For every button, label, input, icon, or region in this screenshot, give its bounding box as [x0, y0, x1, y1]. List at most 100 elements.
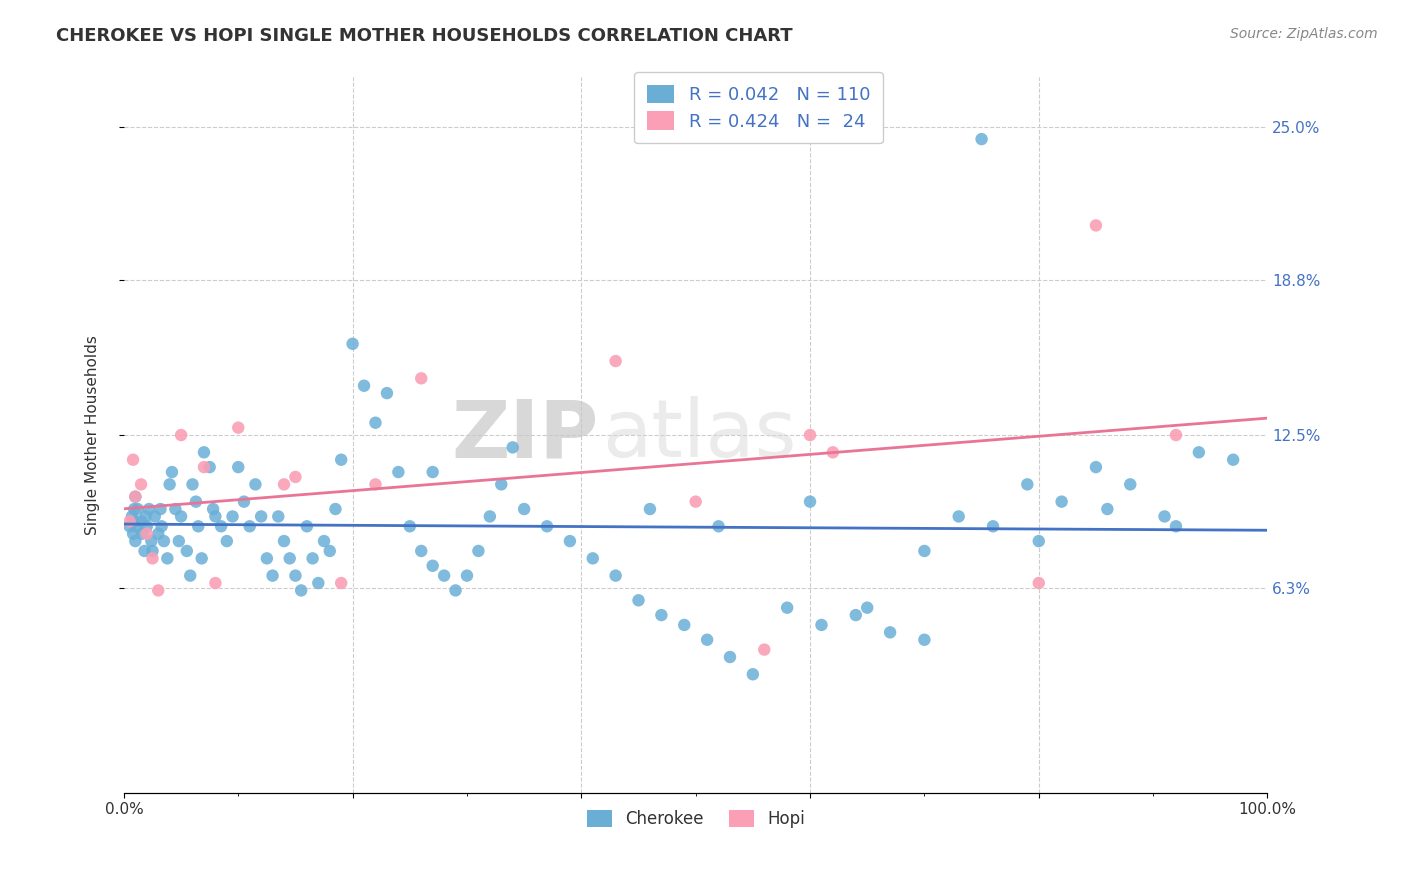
- Point: [284, 470, 307, 484]
- Point: [696, 632, 718, 647]
- Point: [776, 600, 799, 615]
- Point: [141, 551, 163, 566]
- Point: [273, 477, 295, 491]
- Point: [121, 509, 143, 524]
- Point: [1050, 494, 1073, 508]
- Point: [605, 568, 627, 582]
- Point: [148, 526, 170, 541]
- Point: [741, 667, 763, 681]
- Point: [176, 544, 198, 558]
- Point: [226, 420, 249, 434]
- Point: [148, 583, 170, 598]
- Point: [478, 509, 501, 524]
- Point: [1084, 460, 1107, 475]
- Point: [398, 519, 420, 533]
- Point: [233, 494, 256, 508]
- Text: ZIP: ZIP: [451, 396, 599, 474]
- Point: [193, 445, 215, 459]
- Point: [209, 519, 232, 533]
- Point: [821, 445, 844, 459]
- Point: [135, 526, 157, 541]
- Point: [1188, 445, 1211, 459]
- Point: [215, 534, 238, 549]
- Point: [170, 428, 193, 442]
- Point: [262, 568, 284, 582]
- Point: [278, 551, 301, 566]
- Point: [307, 576, 329, 591]
- Point: [226, 460, 249, 475]
- Point: [422, 465, 444, 479]
- Point: [673, 618, 696, 632]
- Point: [1084, 219, 1107, 233]
- Point: [467, 544, 489, 558]
- Point: [156, 551, 179, 566]
- Point: [141, 534, 163, 549]
- Point: [754, 642, 776, 657]
- Point: [325, 502, 347, 516]
- Point: [129, 477, 152, 491]
- Point: [204, 509, 226, 524]
- Point: [605, 354, 627, 368]
- Point: [181, 477, 204, 491]
- Point: [118, 519, 141, 533]
- Point: [127, 502, 149, 516]
- Point: [250, 509, 273, 524]
- Point: [118, 514, 141, 528]
- Point: [153, 534, 176, 549]
- Point: [685, 494, 707, 508]
- Point: [502, 441, 524, 455]
- Point: [638, 502, 661, 516]
- Point: [150, 519, 173, 533]
- Point: [718, 650, 741, 665]
- Point: [245, 477, 267, 491]
- Point: [141, 544, 163, 558]
- Point: [558, 534, 581, 549]
- Point: [179, 568, 201, 582]
- Point: [122, 526, 145, 541]
- Point: [1119, 477, 1142, 491]
- Point: [1028, 534, 1050, 549]
- Point: [284, 568, 307, 582]
- Y-axis label: Single Mother Households: Single Mother Households: [86, 335, 100, 535]
- Point: [353, 378, 375, 392]
- Point: [221, 509, 243, 524]
- Point: [330, 452, 353, 467]
- Point: [159, 477, 181, 491]
- Point: [948, 509, 970, 524]
- Point: [122, 502, 145, 516]
- Point: [124, 490, 146, 504]
- Point: [204, 576, 226, 591]
- Point: [135, 519, 157, 533]
- Point: [124, 514, 146, 528]
- Point: [131, 526, 153, 541]
- Point: [135, 509, 157, 524]
- Point: [810, 618, 832, 632]
- Point: [122, 452, 145, 467]
- Point: [799, 494, 821, 508]
- Point: [856, 600, 879, 615]
- Point: [312, 534, 335, 549]
- Point: [170, 509, 193, 524]
- Legend: Cherokee, Hopi: Cherokee, Hopi: [581, 803, 811, 834]
- Text: Source: ZipAtlas.com: Source: ZipAtlas.com: [1230, 27, 1378, 41]
- Point: [167, 534, 190, 549]
- Point: [364, 477, 387, 491]
- Point: [536, 519, 558, 533]
- Point: [124, 490, 146, 504]
- Point: [456, 568, 478, 582]
- Point: [143, 509, 166, 524]
- Point: [190, 551, 212, 566]
- Point: [319, 544, 342, 558]
- Point: [1164, 428, 1187, 442]
- Text: atlas: atlas: [602, 396, 796, 474]
- Point: [193, 460, 215, 475]
- Point: [387, 465, 409, 479]
- Point: [165, 502, 187, 516]
- Point: [187, 519, 209, 533]
- Point: [364, 416, 387, 430]
- Point: [707, 519, 730, 533]
- Point: [330, 576, 353, 591]
- Point: [256, 551, 278, 566]
- Point: [301, 551, 323, 566]
- Point: [125, 519, 148, 533]
